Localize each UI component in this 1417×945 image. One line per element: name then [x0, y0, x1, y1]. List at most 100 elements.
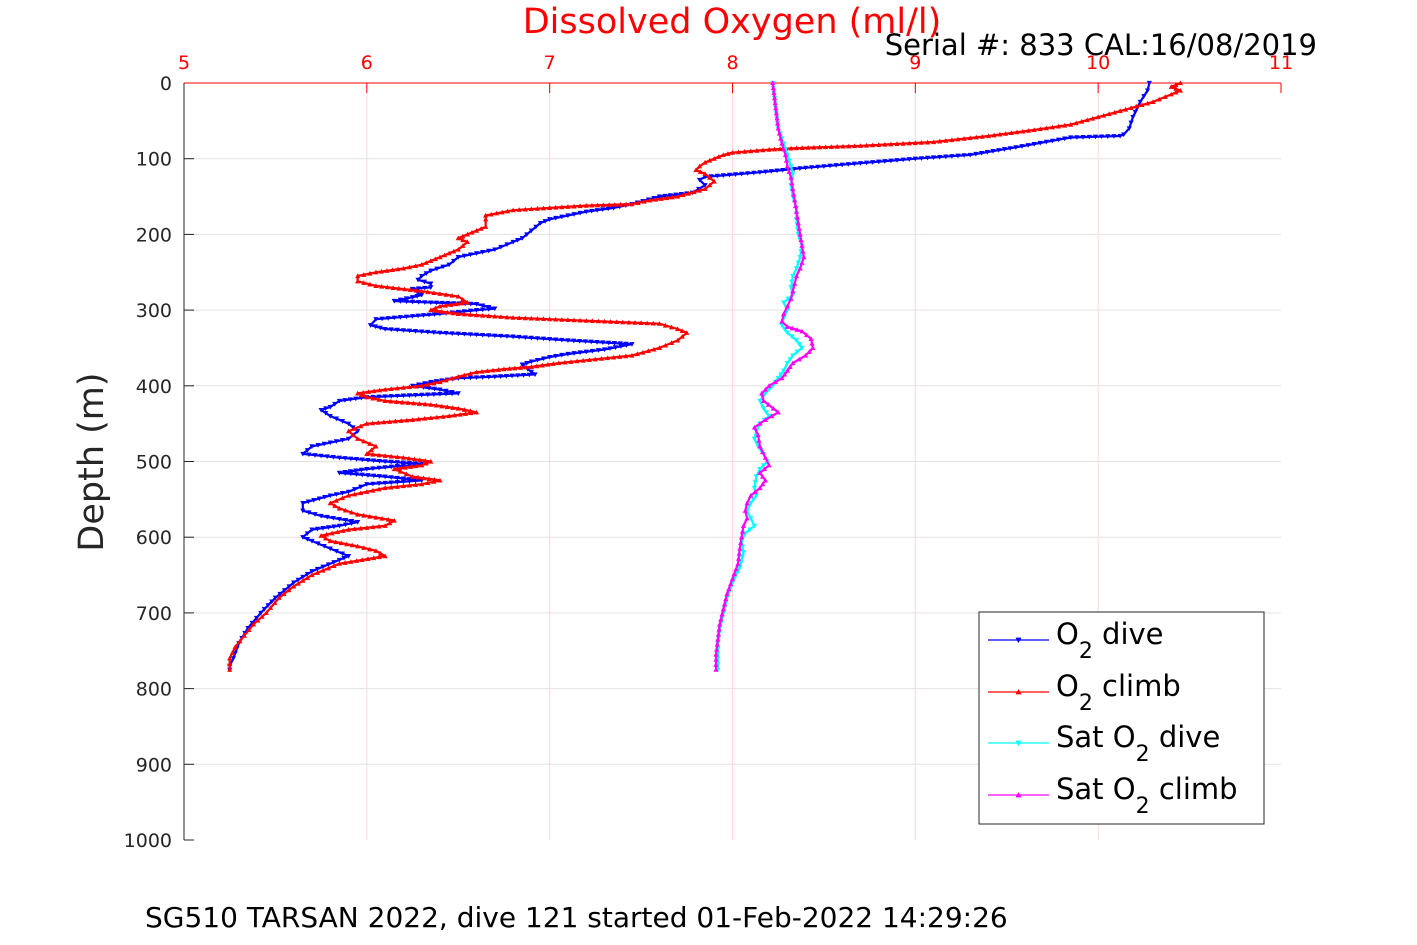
- x-tick-label: 7: [544, 52, 556, 74]
- data-point-marker: [792, 197, 798, 203]
- data-point-marker: [559, 317, 565, 322]
- data-point-marker: [547, 316, 553, 322]
- data-point-marker: [492, 247, 498, 253]
- data-point-marker: [342, 522, 349, 528]
- y-tick-label: 200: [136, 224, 172, 246]
- data-point-marker: [576, 338, 583, 344]
- data-point-marker: [419, 288, 425, 294]
- data-point-marker: [320, 567, 326, 573]
- data-point-marker: [355, 436, 361, 441]
- data-point-marker: [894, 158, 900, 163]
- data-point-marker: [595, 202, 601, 208]
- data-point-marker: [443, 292, 449, 297]
- data-point-marker: [428, 300, 434, 306]
- data-point-marker: [773, 105, 779, 111]
- data-point-marker: [391, 298, 397, 304]
- data-point-marker: [460, 237, 466, 243]
- data-point-marker: [979, 134, 985, 139]
- data-point-marker: [834, 144, 840, 149]
- data-point-marker: [1173, 86, 1179, 91]
- data-point-marker: [323, 535, 329, 541]
- data-point-marker: [522, 206, 528, 212]
- x-tick-label: 6: [361, 52, 373, 74]
- data-point-marker: [376, 554, 383, 560]
- data-point-marker: [370, 451, 376, 457]
- data-point-marker: [739, 534, 745, 540]
- data-point-marker: [484, 368, 491, 374]
- data-point-marker: [431, 312, 438, 317]
- data-point-marker: [439, 403, 445, 409]
- data-point-marker: [774, 115, 780, 121]
- data-point-marker: [497, 374, 504, 379]
- data-point-marker: [815, 164, 821, 170]
- data-point-marker: [348, 456, 354, 462]
- data-point-marker: [565, 351, 571, 357]
- data-point-marker: [473, 369, 480, 375]
- data-point-marker: [265, 603, 271, 608]
- data-point-marker: [327, 493, 333, 499]
- data-point-marker: [361, 545, 367, 550]
- data-point-marker: [455, 391, 461, 396]
- data-point-marker: [300, 501, 306, 506]
- data-point-marker: [416, 299, 422, 305]
- data-point-marker: [444, 404, 450, 410]
- data-point-marker: [387, 520, 393, 526]
- data-point-marker: [389, 267, 396, 273]
- data-point-marker: [608, 319, 614, 324]
- data-point-marker: [775, 376, 781, 381]
- data-point-marker: [540, 205, 547, 211]
- data-point-marker: [464, 299, 470, 305]
- data-point-marker: [805, 145, 811, 150]
- data-point-marker: [304, 537, 311, 542]
- data-point-marker: [779, 140, 785, 146]
- series-layer: [227, 80, 1184, 673]
- data-point-marker: [400, 265, 406, 271]
- data-point-marker: [512, 365, 518, 371]
- data-point-marker: [431, 479, 437, 484]
- data-point-marker: [595, 318, 602, 324]
- data-point-marker: [580, 357, 586, 363]
- data-point-marker: [745, 171, 751, 176]
- data-point-marker: [611, 354, 617, 360]
- data-point-marker: [340, 528, 346, 533]
- data-point-marker: [364, 466, 370, 472]
- data-point-marker: [776, 130, 783, 136]
- data-point-marker: [428, 415, 434, 421]
- data-point-marker: [419, 392, 425, 398]
- data-point-marker: [789, 334, 795, 340]
- data-point-marker: [230, 656, 236, 661]
- data-point-marker: [1062, 136, 1068, 142]
- data-point-marker: [373, 514, 379, 520]
- data-point-marker: [371, 388, 377, 394]
- data-point-marker: [255, 617, 261, 623]
- data-point-marker: [771, 90, 777, 96]
- data-point-marker: [760, 449, 766, 455]
- y-tick-label: 600: [136, 527, 172, 549]
- data-point-marker: [799, 260, 805, 265]
- data-point-marker: [738, 540, 744, 545]
- data-point-marker: [229, 650, 236, 655]
- data-point-marker: [626, 319, 632, 325]
- data-point-marker: [1111, 134, 1117, 139]
- data-point-marker: [350, 432, 356, 438]
- data-point-marker: [498, 244, 504, 250]
- data-point-marker: [680, 192, 686, 198]
- data-point-marker: [565, 204, 571, 209]
- data-point-marker: [547, 354, 553, 360]
- data-point-marker: [414, 294, 420, 299]
- data-point-marker: [723, 596, 729, 602]
- data-point-marker: [365, 473, 371, 478]
- data-point-marker: [420, 313, 427, 318]
- data-point-marker: [833, 163, 839, 168]
- data-point-marker: [827, 163, 833, 169]
- data-point-marker: [498, 314, 504, 319]
- data-point-marker: [304, 575, 311, 580]
- data-point-marker: [339, 419, 346, 424]
- data-point-marker: [449, 331, 455, 337]
- data-point-marker: [651, 346, 657, 352]
- data-point-marker: [696, 163, 703, 169]
- data-point-marker: [382, 485, 388, 491]
- data-point-marker: [394, 475, 400, 481]
- data-point-marker: [1168, 84, 1174, 89]
- data-point-marker: [524, 361, 530, 366]
